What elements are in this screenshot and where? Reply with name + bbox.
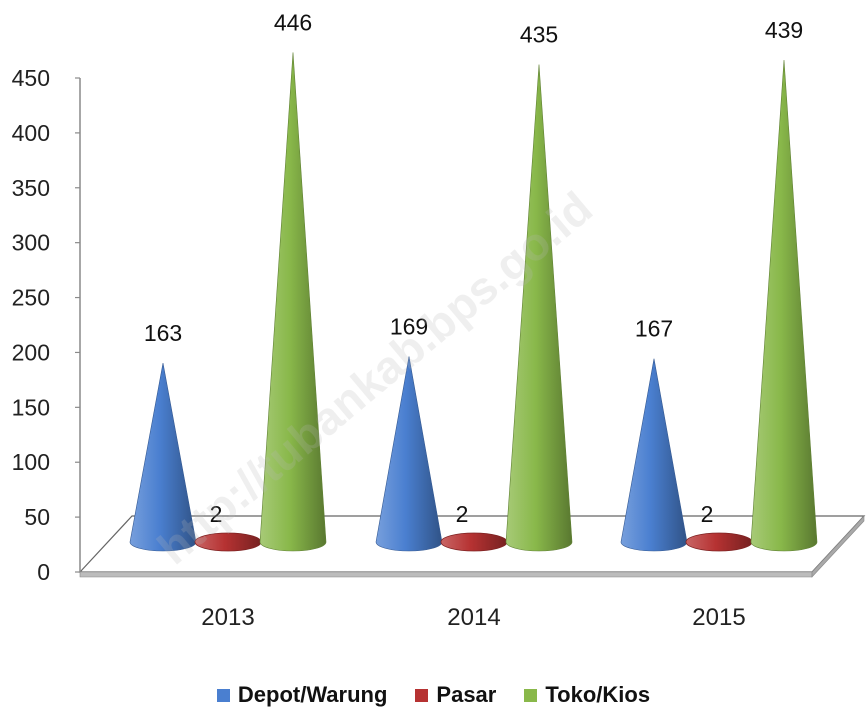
y-tick-label: 350 bbox=[12, 175, 50, 201]
floor-side-edge bbox=[811, 515, 865, 578]
x-axis: 2013 2014 2015 bbox=[201, 604, 745, 631]
data-label-pasar-2014: 2 bbox=[456, 501, 469, 527]
cone-toko-kios-2015 bbox=[750, 60, 818, 552]
legend-label-depot-warung: Depot/Warung bbox=[237, 682, 388, 707]
data-label-toko-kios-2015: 439 bbox=[765, 17, 803, 43]
data-label-depot-warung-2015: 167 bbox=[635, 316, 673, 342]
legend-swatch-toko-kios bbox=[524, 688, 538, 702]
x-tick-label-2013: 2013 bbox=[201, 604, 254, 631]
data-label-depot-warung-2013: 163 bbox=[144, 320, 182, 346]
floor-front-edge bbox=[79, 571, 813, 578]
x-tick-label-2014: 2014 bbox=[447, 604, 500, 631]
legend-swatch-depot-warung bbox=[216, 688, 230, 702]
y-tick-label: 0 bbox=[37, 559, 50, 585]
y-tick-label: 250 bbox=[12, 285, 50, 311]
cone-toko-kios-2013 bbox=[259, 52, 327, 552]
chart: 0 50 100 150 200 250 300 350 400 450 2013 2014 2015… bbox=[12, 9, 866, 631]
legend-item-pasar: Pasar bbox=[415, 682, 496, 708]
legend: Depot/Warung Pasar Toko/Kios bbox=[0, 682, 867, 708]
y-tick-label: 400 bbox=[12, 120, 50, 146]
y-tick-label: 300 bbox=[12, 230, 50, 256]
x-tick-label-2015: 2015 bbox=[692, 604, 745, 631]
cone-pasar-2014 bbox=[440, 532, 508, 552]
y-tick-label: 450 bbox=[12, 65, 50, 91]
y-axis: 0 50 100 150 200 250 300 350 400 450 bbox=[12, 65, 81, 585]
legend-swatch-pasar bbox=[415, 688, 429, 702]
data-label-pasar-2013: 2 bbox=[210, 501, 223, 527]
data-labels: 163 2 446 169 2 435 167 2 439 bbox=[144, 9, 803, 527]
data-label-depot-warung-2014: 169 bbox=[390, 313, 428, 339]
data-label-toko-kios-2014: 435 bbox=[520, 21, 558, 47]
legend-label-pasar: Pasar bbox=[436, 682, 497, 707]
cone-toko-kios-2014 bbox=[505, 64, 573, 552]
data-label-toko-kios-2013: 446 bbox=[274, 9, 312, 35]
legend-item-toko-kios: Toko/Kios bbox=[524, 682, 650, 708]
data-label-pasar-2015: 2 bbox=[701, 501, 714, 527]
cone-depot-warung-2015 bbox=[620, 358, 688, 552]
y-tick-label: 200 bbox=[12, 339, 50, 365]
y-tick-label: 150 bbox=[12, 394, 50, 420]
y-tick-label: 50 bbox=[24, 504, 50, 530]
cone-pasar-2015 bbox=[685, 532, 753, 552]
legend-label-toko-kios: Toko/Kios bbox=[545, 682, 651, 707]
plot-area bbox=[129, 52, 818, 552]
legend-item-depot-warung: Depot/Warung bbox=[216, 682, 388, 708]
y-tick-label: 100 bbox=[12, 449, 50, 475]
